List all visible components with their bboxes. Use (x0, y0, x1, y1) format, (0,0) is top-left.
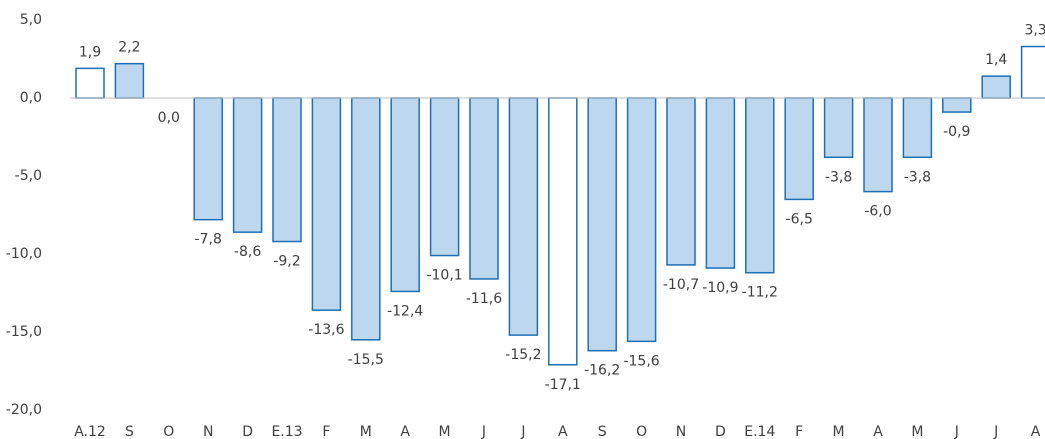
x-tick-label: O (636, 424, 647, 439)
x-tick-label: N (203, 424, 213, 439)
x-tick-label: M (439, 424, 451, 439)
x-tick-label: J (993, 424, 998, 439)
x-tick-label: E.14 (744, 424, 775, 439)
x-tick-label: N (676, 424, 686, 439)
bar (705, 97, 736, 269)
value-label: 1,9 (79, 44, 101, 60)
bar (390, 97, 420, 293)
value-label: 1,4 (985, 52, 1007, 68)
bar (114, 62, 145, 99)
y-tick-label: -15,0 (6, 324, 42, 340)
bar (902, 97, 933, 159)
value-label: -15,2 (505, 347, 541, 363)
value-label: 2,2 (118, 40, 140, 56)
x-tick-label: S (598, 424, 607, 439)
x-tick-label: J (954, 424, 959, 439)
bar (863, 97, 893, 193)
value-label: -15,6 (623, 353, 659, 369)
bar (587, 97, 617, 352)
x-tick-label: D (242, 424, 253, 439)
bar (666, 97, 696, 266)
value-label: -10,9 (702, 280, 738, 296)
bar (626, 97, 657, 343)
value-label: -13,6 (308, 322, 344, 338)
x-tick-label: F (322, 424, 330, 439)
bar (508, 97, 539, 336)
x-tick-label: M (911, 424, 923, 439)
value-label: -3,8 (825, 169, 852, 185)
bar (981, 75, 1011, 99)
y-tick-label: 0,0 (20, 90, 42, 106)
value-label: -3,8 (904, 169, 931, 185)
x-tick-label: A (400, 424, 410, 439)
value-label: -16,2 (584, 363, 620, 379)
x-tick-label: A (1031, 424, 1041, 439)
x-tick-label: A (873, 424, 883, 439)
x-tick-label: A (558, 424, 568, 439)
y-tick-label: 5,0 (20, 12, 42, 28)
value-label: -9,2 (273, 254, 300, 270)
y-tick-label: -10,0 (6, 246, 42, 262)
bar (272, 97, 302, 243)
x-tick-label: J (520, 424, 525, 439)
bar (311, 97, 342, 311)
value-label: -15,5 (348, 352, 384, 368)
bar (784, 97, 814, 201)
x-tick-label: J (481, 424, 486, 439)
bar (232, 97, 263, 233)
value-label: -6,5 (786, 211, 813, 227)
x-tick-label: S (125, 424, 134, 439)
x-tick-label: M (833, 424, 845, 439)
value-label: -11,6 (466, 291, 502, 307)
bar (1020, 45, 1045, 99)
value-label: -0,9 (943, 124, 970, 140)
x-tick-label: M (360, 424, 372, 439)
value-label: -12,4 (387, 303, 423, 319)
bar (823, 97, 854, 159)
value-label: -7,8 (195, 232, 222, 248)
value-label: -6,0 (864, 204, 891, 220)
y-tick-label: -5,0 (15, 168, 42, 184)
x-tick-label: A.12 (74, 424, 106, 439)
value-label: -17,1 (545, 377, 581, 393)
bar (75, 67, 105, 99)
bar (548, 97, 578, 366)
value-label: -11,2 (742, 285, 778, 301)
bar (193, 97, 223, 221)
bar (942, 97, 972, 113)
y-tick-label: -20,0 (6, 402, 42, 418)
x-tick-label: E.13 (271, 424, 302, 439)
bar (429, 97, 460, 257)
bar (351, 97, 381, 341)
bar (745, 97, 775, 274)
x-tick-label: F (795, 424, 803, 439)
x-tick-label: D (715, 424, 726, 439)
value-label: 3,3 (1024, 23, 1045, 39)
value-label: -8,6 (234, 244, 261, 260)
x-tick-label: O (163, 424, 174, 439)
value-label: -10,7 (663, 277, 699, 293)
value-label: 0,0 (158, 110, 180, 126)
bar (469, 97, 499, 280)
value-label: -10,1 (426, 268, 462, 284)
